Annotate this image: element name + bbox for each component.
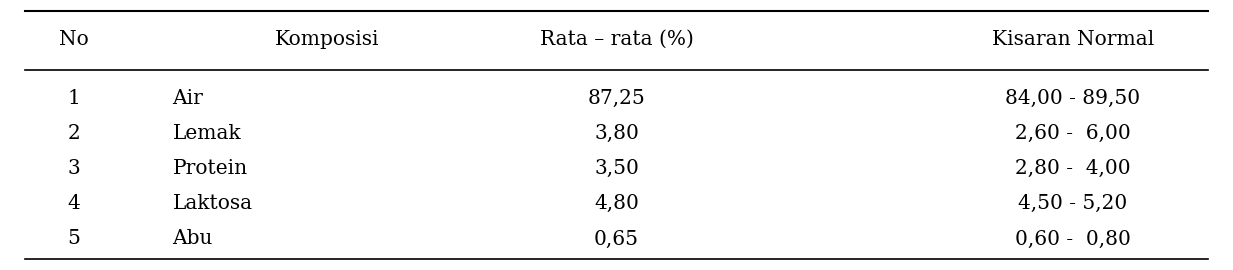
Text: 0,60 -  0,80: 0,60 - 0,80 xyxy=(1015,230,1131,248)
Text: 4,50 - 5,20: 4,50 - 5,20 xyxy=(1018,194,1127,213)
Text: No: No xyxy=(59,30,89,49)
Text: Kisaran Normal: Kisaran Normal xyxy=(991,30,1154,49)
Text: 3,80: 3,80 xyxy=(594,124,639,143)
Text: 3,50: 3,50 xyxy=(594,159,639,178)
Text: 3: 3 xyxy=(68,159,80,178)
Text: 2,60 -  6,00: 2,60 - 6,00 xyxy=(1015,124,1131,143)
Text: Air: Air xyxy=(173,89,203,108)
Text: 1: 1 xyxy=(68,89,80,108)
Text: Lemak: Lemak xyxy=(173,124,242,143)
Text: Komposisi: Komposisi xyxy=(275,30,379,49)
Text: Abu: Abu xyxy=(173,230,213,248)
Text: 4: 4 xyxy=(68,194,80,213)
Text: 0,65: 0,65 xyxy=(594,230,639,248)
Text: 2: 2 xyxy=(68,124,80,143)
Text: Laktosa: Laktosa xyxy=(173,194,253,213)
Text: 4,80: 4,80 xyxy=(594,194,639,213)
Text: 84,00 - 89,50: 84,00 - 89,50 xyxy=(1005,89,1141,108)
Text: 87,25: 87,25 xyxy=(588,89,645,108)
Text: Rata – rata (%): Rata – rata (%) xyxy=(540,30,693,49)
Text: Protein: Protein xyxy=(173,159,248,178)
Text: 5: 5 xyxy=(68,230,80,248)
Text: 2,80 -  4,00: 2,80 - 4,00 xyxy=(1015,159,1131,178)
